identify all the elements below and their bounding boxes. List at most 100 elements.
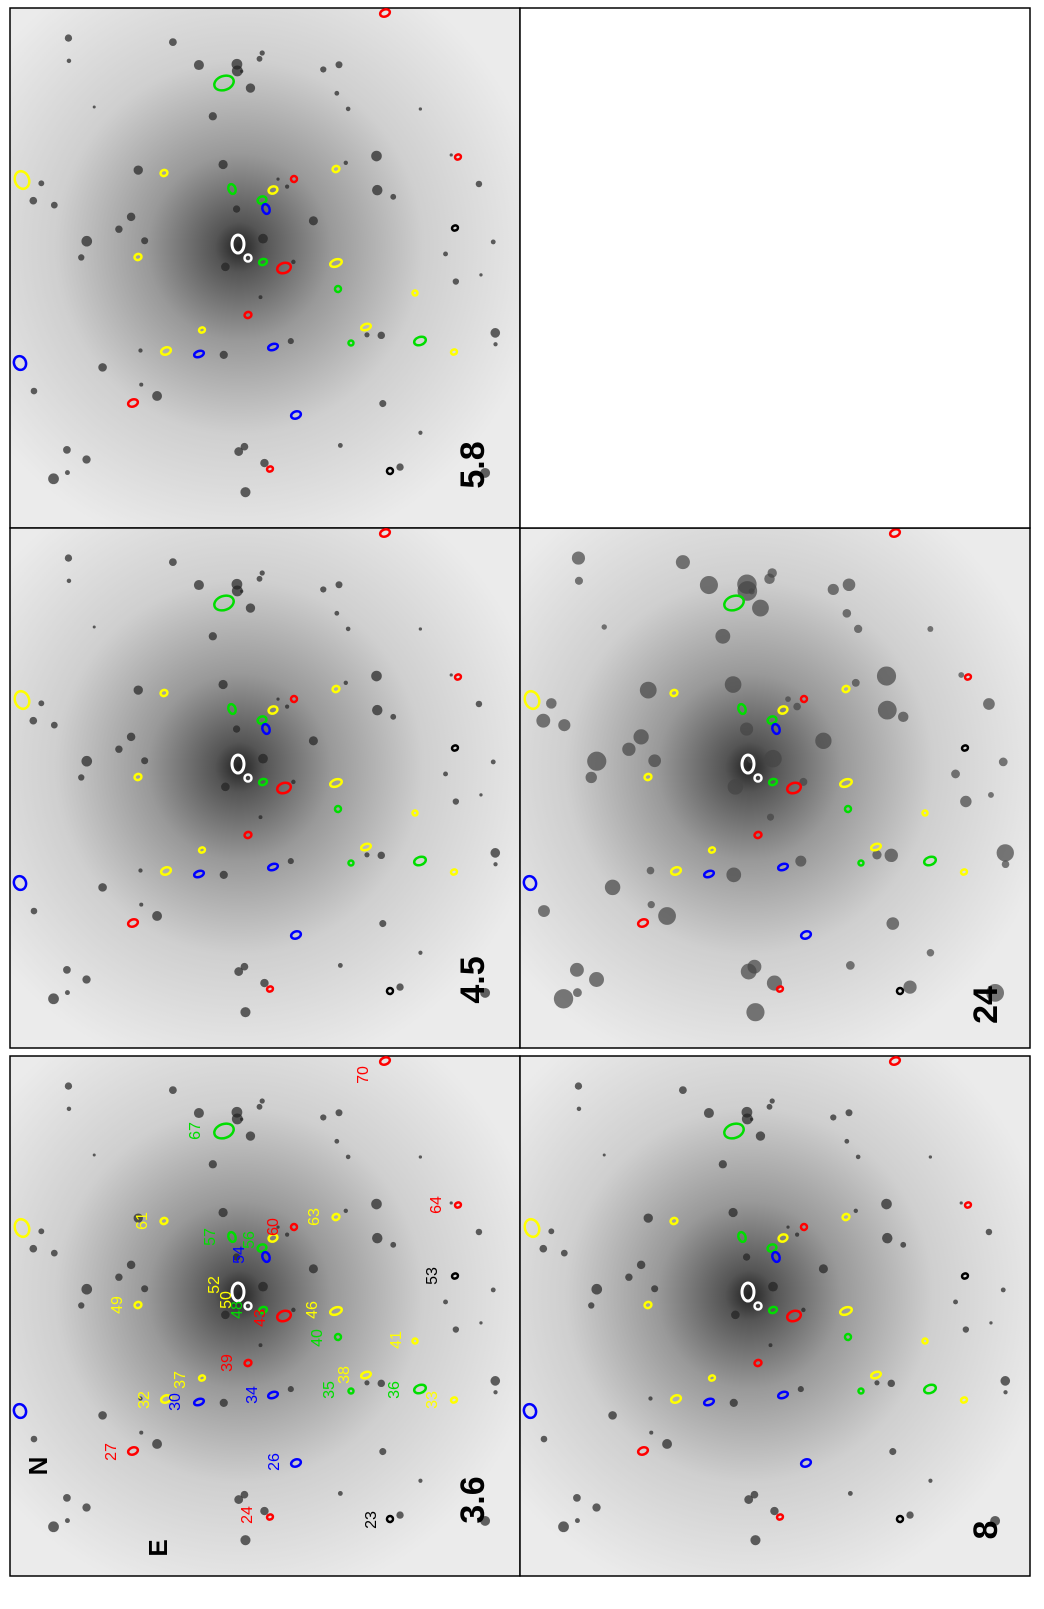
source-spot xyxy=(67,1107,71,1111)
source-spot xyxy=(997,844,1014,861)
source-spot xyxy=(443,1299,448,1304)
source-spot xyxy=(960,796,971,807)
source-spot xyxy=(31,388,38,395)
source-spot xyxy=(31,908,38,915)
source-spot xyxy=(63,446,71,454)
source-spot xyxy=(742,1107,753,1118)
source-spot xyxy=(81,236,92,247)
source-spot xyxy=(874,1380,879,1385)
source-spot xyxy=(795,856,806,867)
source-spot xyxy=(744,1495,753,1504)
source-spot xyxy=(233,205,240,212)
source-spot xyxy=(730,1399,738,1407)
band-label: 3.6 xyxy=(454,1476,492,1523)
compass-east: E xyxy=(143,1539,173,1556)
source-spot xyxy=(115,226,122,233)
source-spot xyxy=(139,383,143,387)
panel-image xyxy=(10,528,520,1048)
source-spot xyxy=(78,254,84,260)
source-spot xyxy=(846,1109,853,1116)
source-spot xyxy=(843,578,856,591)
source-spot xyxy=(1003,1390,1007,1394)
source-spot xyxy=(737,575,756,594)
source-spot xyxy=(561,1250,568,1257)
source-spot xyxy=(364,1380,369,1385)
source-spot xyxy=(346,627,351,632)
source-spot xyxy=(233,725,240,732)
source-spot xyxy=(115,1274,122,1281)
source-spot xyxy=(491,1287,496,1292)
source-spot xyxy=(625,1274,632,1281)
source-spot xyxy=(29,1245,37,1253)
source-spot xyxy=(371,671,382,682)
band-label: 5.8 xyxy=(454,441,492,488)
source-spot xyxy=(538,905,550,917)
source-spot xyxy=(234,1495,243,1504)
source-spot xyxy=(288,338,294,344)
source-spot xyxy=(679,1086,687,1094)
source-spot xyxy=(276,698,279,701)
source-spot xyxy=(903,980,916,993)
source-spot xyxy=(828,584,839,595)
source-spot xyxy=(640,682,657,699)
source-spot xyxy=(48,1521,59,1532)
source-spot xyxy=(67,59,71,63)
source-spot xyxy=(93,1153,96,1156)
source-spot xyxy=(795,1232,799,1236)
source-spot xyxy=(770,1507,778,1515)
source-spot xyxy=(240,1007,250,1017)
source-spot xyxy=(573,988,582,997)
source-spot xyxy=(371,1199,382,1210)
figure: 5.84.53.6NE24232627303237343935383633414… xyxy=(0,0,1044,1604)
source-spot xyxy=(141,757,148,764)
source-spot xyxy=(379,1448,386,1455)
source-spot xyxy=(750,1535,760,1545)
source-spot xyxy=(220,871,228,879)
source-spot xyxy=(51,1250,58,1257)
region-label: 37 xyxy=(172,1371,189,1389)
source-spot xyxy=(65,470,70,475)
source-spot xyxy=(257,56,263,62)
source-spot xyxy=(378,852,385,859)
source-spot xyxy=(453,278,459,284)
source-spot xyxy=(728,779,744,795)
source-spot xyxy=(218,680,227,689)
source-spot xyxy=(336,1109,343,1116)
source-spot xyxy=(608,1411,617,1420)
band-label: 8 xyxy=(967,1521,1005,1540)
source-spot xyxy=(767,975,782,990)
region-label: 39 xyxy=(219,1354,236,1372)
source-spot xyxy=(575,1518,580,1523)
source-spot xyxy=(819,1264,828,1273)
source-spot xyxy=(258,1282,268,1292)
source-spot xyxy=(476,181,483,188)
source-spot xyxy=(81,1284,92,1295)
source-spot xyxy=(575,1082,582,1089)
source-spot xyxy=(141,1285,148,1292)
source-spot xyxy=(490,328,500,338)
source-spot xyxy=(443,251,448,256)
source-spot xyxy=(886,917,899,930)
source-spot xyxy=(338,1491,343,1496)
source-spot xyxy=(633,729,648,744)
source-spot xyxy=(558,1521,569,1532)
source-spot xyxy=(741,964,757,980)
source-spot xyxy=(793,703,801,711)
source-spot xyxy=(476,1229,483,1236)
source-spot xyxy=(878,701,897,720)
region-label: 30 xyxy=(167,1393,184,1411)
source-spot xyxy=(592,1503,600,1511)
source-spot xyxy=(764,574,775,585)
region-label: 70 xyxy=(355,1066,372,1084)
panel-image xyxy=(520,1056,1030,1576)
source-spot xyxy=(221,263,230,272)
band-label: 4.5 xyxy=(454,956,492,1003)
region-label: 40 xyxy=(309,1329,326,1347)
source-spot xyxy=(572,552,585,565)
source-spot xyxy=(844,1139,849,1144)
source-spot xyxy=(983,698,995,710)
source-spot xyxy=(258,234,268,244)
source-spot xyxy=(260,459,268,467)
source-spot xyxy=(346,107,351,112)
source-spot xyxy=(48,993,59,1004)
